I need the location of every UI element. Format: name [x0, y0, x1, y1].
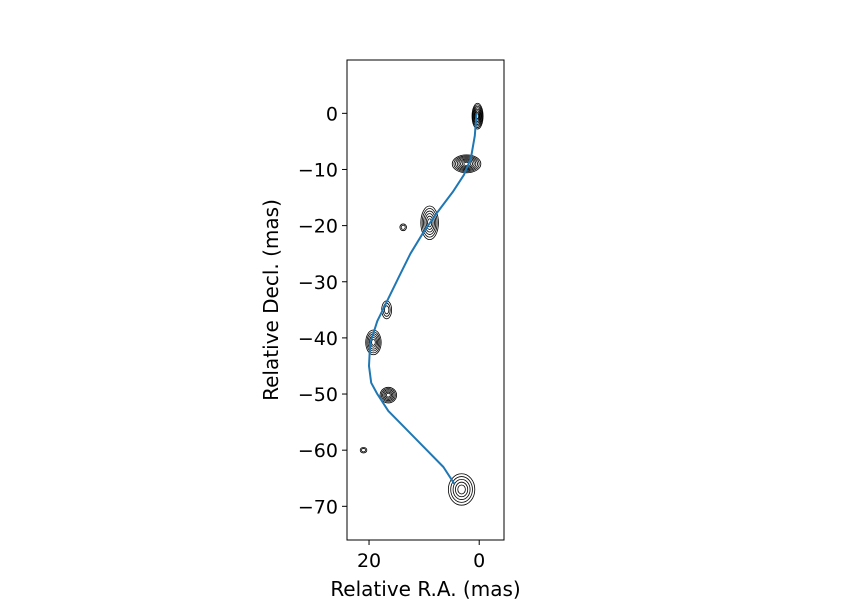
contour-level [384, 305, 390, 315]
plot-frame [346, 59, 505, 541]
contour-level [474, 108, 481, 124]
contour-level [425, 215, 434, 230]
contour-level [382, 389, 395, 402]
contour-level [472, 104, 483, 128]
y-tick-label: 0 [326, 103, 338, 125]
contour-level [400, 224, 406, 230]
contour-level [384, 391, 392, 399]
y-tick-label: −30 [298, 272, 338, 294]
x-tick-label: 0 [473, 550, 485, 572]
contour-level [379, 386, 397, 404]
contour-level [474, 110, 481, 122]
y-axis-label: Relative Decl. (mas) [259, 199, 283, 401]
contour-level [420, 205, 439, 241]
contour-level [471, 102, 484, 130]
series-layer [368, 113, 478, 485]
y-tick-label: −50 [298, 384, 338, 406]
contour-level [383, 390, 394, 400]
contour-level [453, 155, 480, 173]
contour-level [447, 473, 476, 506]
contour-level [385, 392, 391, 398]
contour-level [380, 388, 396, 403]
contour-level [359, 446, 368, 454]
contour-level [451, 154, 482, 174]
x-axis-label: Relative R.A. (mas) [330, 577, 520, 600]
contour-level [361, 448, 366, 453]
y-tick-label: −10 [298, 159, 338, 181]
contour-level [423, 210, 437, 235]
contour-level [424, 213, 435, 233]
series-line [368, 113, 478, 485]
contour-level [452, 478, 471, 500]
contour-level [399, 223, 407, 232]
contour-level [473, 107, 482, 125]
contour-level [421, 208, 438, 238]
contour-level [472, 105, 483, 127]
x-tick-label: 20 [357, 550, 381, 572]
contour-level [371, 338, 376, 346]
y-tick-label: −70 [298, 496, 338, 518]
contour-level [457, 484, 466, 495]
y-tick-label: −60 [298, 440, 338, 462]
y-tick-label: −40 [298, 328, 338, 350]
contour-level [450, 476, 473, 503]
contour-level [427, 218, 433, 228]
ticks-layer: 20 0 0 −10 −20 −30 −40 −50 −60 −70 [298, 103, 485, 572]
contour-level [455, 481, 469, 498]
y-tick-label: −20 [298, 216, 338, 238]
